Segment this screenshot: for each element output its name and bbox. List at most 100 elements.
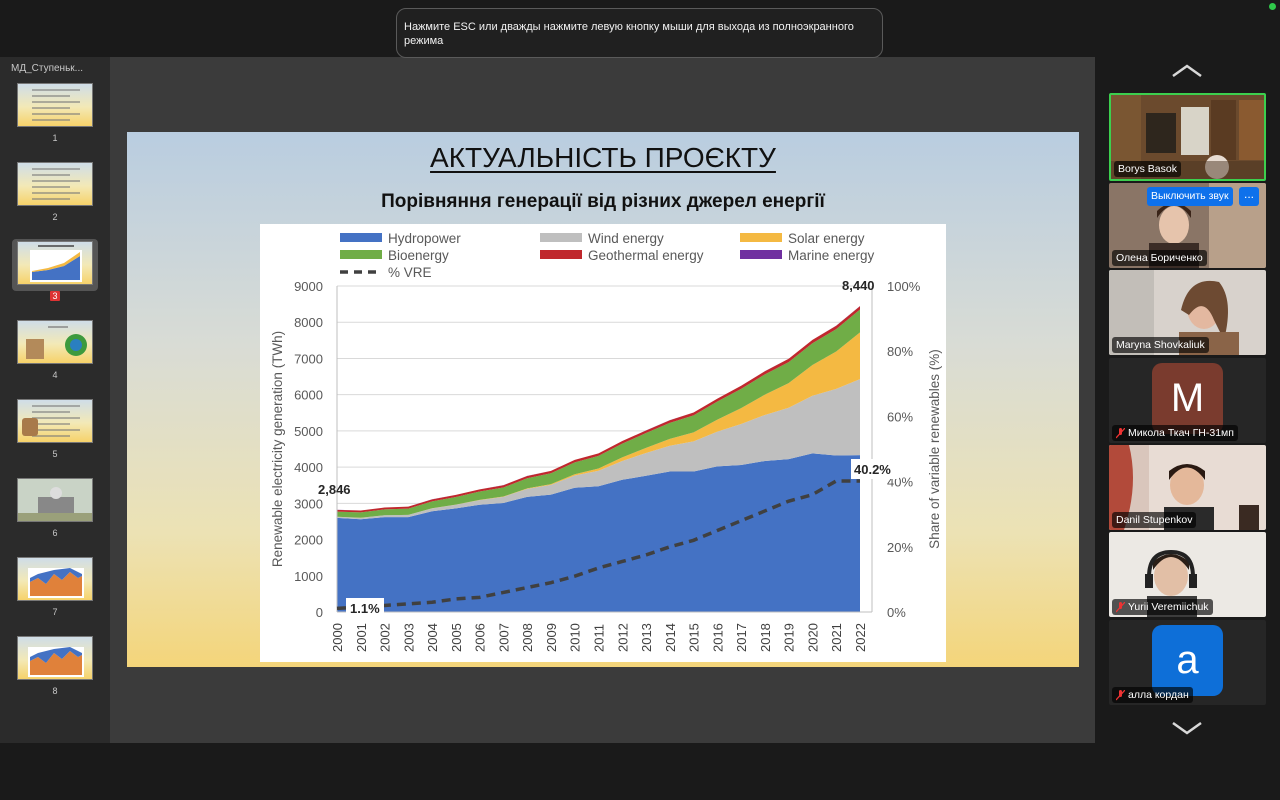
mic-muted-icon xyxy=(1116,689,1125,700)
avatar: M xyxy=(1152,363,1223,434)
x-tick-label: 2020 xyxy=(805,623,820,652)
participant-tile[interactable]: Выключить звук ... Олена Бориченко xyxy=(1109,183,1266,268)
legend-swatch xyxy=(740,250,782,259)
x-tick-label: 2000 xyxy=(330,623,345,652)
slide-number: 8 xyxy=(52,686,58,696)
x-tick-label: 2004 xyxy=(425,623,440,652)
x-tick-label: 2008 xyxy=(520,623,535,652)
chevron-up-icon[interactable] xyxy=(1170,62,1204,80)
thumbnail-image xyxy=(17,83,93,127)
thumbnail-image xyxy=(17,478,93,522)
thumbnail-image xyxy=(17,399,93,443)
legend-swatch xyxy=(540,233,582,242)
y2-tick-label: 60% xyxy=(887,409,913,424)
x-tick-label: 2012 xyxy=(615,623,630,652)
participant-name: Микола Ткач ГН-31мп xyxy=(1112,425,1238,441)
legend-label: Solar energy xyxy=(788,231,865,246)
end-vre-label-bg xyxy=(851,459,899,479)
legend-label: % VRE xyxy=(388,265,432,280)
series-vre-line xyxy=(336,479,860,611)
thumbnail-image xyxy=(17,241,93,285)
slide-subtitle: Порівняння генерації від різних джерел е… xyxy=(381,191,825,212)
y-tick-label: 7000 xyxy=(294,351,323,366)
slide-number: 1 xyxy=(52,133,58,143)
end-vre-label: 40.2% xyxy=(854,462,891,477)
x-tick-label: 2002 xyxy=(378,623,393,652)
mute-participant-button[interactable]: Выключить звук xyxy=(1147,187,1233,206)
y2-axis-title: Share of variable renewables (%) xyxy=(927,349,942,549)
y2-tick-label: 0% xyxy=(887,605,906,620)
slide-thumbnail[interactable]: 6 xyxy=(0,478,110,557)
y-tick-label: 2000 xyxy=(294,533,323,548)
legend-swatch xyxy=(540,250,582,259)
slide-thumbnail[interactable]: 2 xyxy=(0,162,110,241)
slide-thumbnail-panel: МД_Ступеньк... 1 2 3 4 5 6 7 8 xyxy=(0,57,110,743)
x-tick-label: 2016 xyxy=(710,623,725,652)
x-tick-label: 2014 xyxy=(663,623,678,652)
participant-tile[interactable]: Maryna Shovkaliuk xyxy=(1109,270,1266,355)
y2-tick-label: 80% xyxy=(887,344,913,359)
fullscreen-exit-toast: Нажмите ESC или дважды нажмите левую кно… xyxy=(396,8,883,58)
y2-tick-label: 100% xyxy=(887,279,921,294)
area-hydropower xyxy=(337,453,860,612)
y-tick-label: 5000 xyxy=(294,424,323,439)
slide-number: 3 xyxy=(50,291,60,301)
slide-thumbnail[interactable]: 3 xyxy=(0,239,110,320)
x-tick-label: 2003 xyxy=(401,623,416,652)
x-tick-label: 2006 xyxy=(473,623,488,652)
participant-name: Олена Бориченко xyxy=(1112,250,1207,266)
slide-thumbnail[interactable]: 8 xyxy=(0,636,110,715)
recording-indicator xyxy=(1269,3,1276,10)
y-axis-title: Renewable electricity generation (TWh) xyxy=(270,331,285,567)
avatar: a xyxy=(1152,625,1223,696)
x-tick-label: 2022 xyxy=(853,623,868,652)
area-wind-energy xyxy=(337,379,860,520)
thumbnail-image xyxy=(17,557,93,601)
chevron-down-icon[interactable] xyxy=(1170,719,1204,737)
thumbnail-image xyxy=(17,162,93,206)
participant-name: алла кордан xyxy=(1112,687,1193,703)
slide-title: АКТУАЛЬНІСТЬ ПРОЄКТУ xyxy=(430,142,776,173)
slide-thumbnail[interactable]: 1 xyxy=(0,83,110,162)
y-tick-label: 8000 xyxy=(294,315,323,330)
mic-muted-icon xyxy=(1116,427,1125,438)
y-tick-label: 9000 xyxy=(294,279,323,294)
x-tick-label: 2017 xyxy=(734,623,749,652)
participant-tile[interactable]: Yurii Veremiichuk xyxy=(1109,532,1266,617)
x-tick-label: 2007 xyxy=(496,623,511,652)
more-options-button[interactable]: ... xyxy=(1239,187,1259,206)
slide-number: 7 xyxy=(52,607,58,617)
x-tick-label: 2009 xyxy=(544,623,559,652)
slide-number: 5 xyxy=(52,449,58,459)
participant-tile[interactable]: a алла кордан xyxy=(1109,620,1266,705)
mic-muted-icon xyxy=(1116,601,1125,612)
x-tick-label: 2018 xyxy=(758,623,773,652)
y-tick-label: 4000 xyxy=(294,460,323,475)
participant-tile[interactable]: M Микола Ткач ГН-31мп xyxy=(1109,358,1266,443)
participant-name: Borys Basok xyxy=(1114,161,1181,177)
legend-label: Marine energy xyxy=(788,248,875,263)
presentation-title: МД_Ступеньк... xyxy=(11,63,83,74)
start-vre-label-bg xyxy=(346,598,384,618)
x-tick-label: 2021 xyxy=(829,623,844,652)
x-tick-label: 2005 xyxy=(449,623,464,652)
x-tick-label: 2019 xyxy=(782,623,797,652)
slide-thumbnail[interactable]: 7 xyxy=(0,557,110,636)
start-vre-label: 1.1% xyxy=(350,601,380,616)
slide-thumbnail[interactable]: 4 xyxy=(0,320,110,399)
slide-number: 6 xyxy=(52,528,58,538)
chart-svg: 0 1000 2000 3000 4000 5000 6000 7000 8000 9000 0% 2… xyxy=(270,231,942,652)
y2-tick-label: 20% xyxy=(887,540,913,555)
participant-name: Yurii Veremiichuk xyxy=(1112,599,1213,615)
legend-swatch xyxy=(340,233,382,242)
thumbnail-image xyxy=(17,636,93,680)
y-tick-label: 6000 xyxy=(294,388,323,403)
slide-thumbnail[interactable]: 5 xyxy=(0,399,110,478)
start-total-label: 2,846 xyxy=(318,482,351,497)
participant-tile[interactable]: Borys Basok xyxy=(1109,93,1266,181)
participant-tile[interactable]: Danil Stupenkov xyxy=(1109,445,1266,530)
shared-screen: АКТУАЛЬНІСТЬ ПРОЄКТУ Порівняння генераці… xyxy=(110,57,1095,743)
slide-number: 2 xyxy=(52,212,58,222)
bottom-bar xyxy=(0,743,1280,800)
